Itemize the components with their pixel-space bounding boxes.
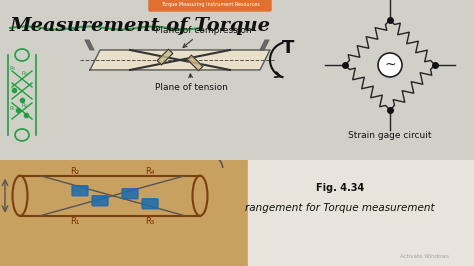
Text: R₁: R₁ <box>10 106 16 111</box>
Text: Fig. 4.34: Fig. 4.34 <box>316 183 364 193</box>
Text: R₃: R₃ <box>10 66 16 71</box>
Text: R₃: R₃ <box>145 217 154 226</box>
Text: ~: ~ <box>384 58 396 72</box>
Text: R₂: R₂ <box>22 103 28 108</box>
Text: rangement for Torque measurement: rangement for Torque measurement <box>245 203 435 213</box>
Text: Torque Measuring Instrument Resources: Torque Measuring Instrument Resources <box>161 2 259 7</box>
Text: R₄: R₄ <box>22 71 28 76</box>
Text: R₄: R₄ <box>145 167 155 176</box>
Bar <box>0 160 248 266</box>
Text: R₁: R₁ <box>70 217 79 226</box>
Text: Strain gage circuit: Strain gage circuit <box>348 131 432 140</box>
FancyBboxPatch shape <box>142 199 158 209</box>
Polygon shape <box>187 55 203 71</box>
FancyBboxPatch shape <box>92 196 108 206</box>
Text: T: T <box>282 39 294 57</box>
FancyBboxPatch shape <box>72 186 88 196</box>
Polygon shape <box>90 50 270 70</box>
Polygon shape <box>157 49 173 65</box>
Bar <box>248 160 474 266</box>
FancyBboxPatch shape <box>122 189 138 199</box>
Text: Measurement of Torque: Measurement of Torque <box>10 17 271 35</box>
Text: Activate Windows: Activate Windows <box>400 254 449 259</box>
FancyBboxPatch shape <box>149 0 271 11</box>
Text: Plane of tension: Plane of tension <box>155 74 228 92</box>
Text: Plane of compression: Plane of compression <box>155 26 252 47</box>
Text: R₂: R₂ <box>70 167 79 176</box>
Circle shape <box>378 53 402 77</box>
